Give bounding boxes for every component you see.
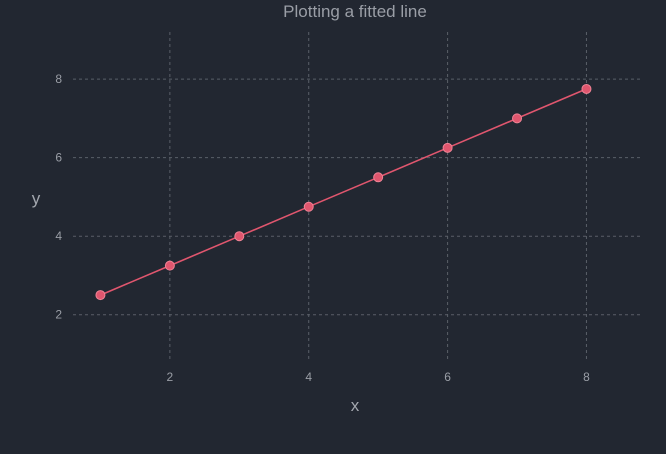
x-axis-title: x: [351, 396, 360, 415]
data-point: [234, 231, 245, 242]
chart-title: Plotting a fitted line: [283, 2, 427, 21]
data-point: [512, 113, 523, 124]
x-tick-label: 2: [167, 370, 174, 384]
x-tick-label: 4: [305, 370, 312, 384]
series-layer: [95, 83, 592, 301]
x-tick-label: 6: [444, 370, 451, 384]
data-point: [442, 142, 453, 153]
data-point: [373, 172, 384, 183]
x-tick-label: 8: [583, 370, 590, 384]
grid-lines: [73, 32, 642, 360]
data-point: [164, 260, 175, 271]
y-tick-label: 2: [55, 308, 62, 322]
data-point: [303, 201, 314, 212]
tick-labels: 2 4 6 8 2 4 6 8: [55, 72, 590, 384]
y-tick-label: 4: [55, 229, 62, 243]
series-line: [100, 88, 587, 296]
data-point: [95, 290, 106, 301]
y-tick-label: 8: [55, 72, 62, 86]
y-tick-label: 6: [55, 151, 62, 165]
y-axis-title: y: [32, 189, 41, 208]
data-point: [581, 83, 592, 94]
